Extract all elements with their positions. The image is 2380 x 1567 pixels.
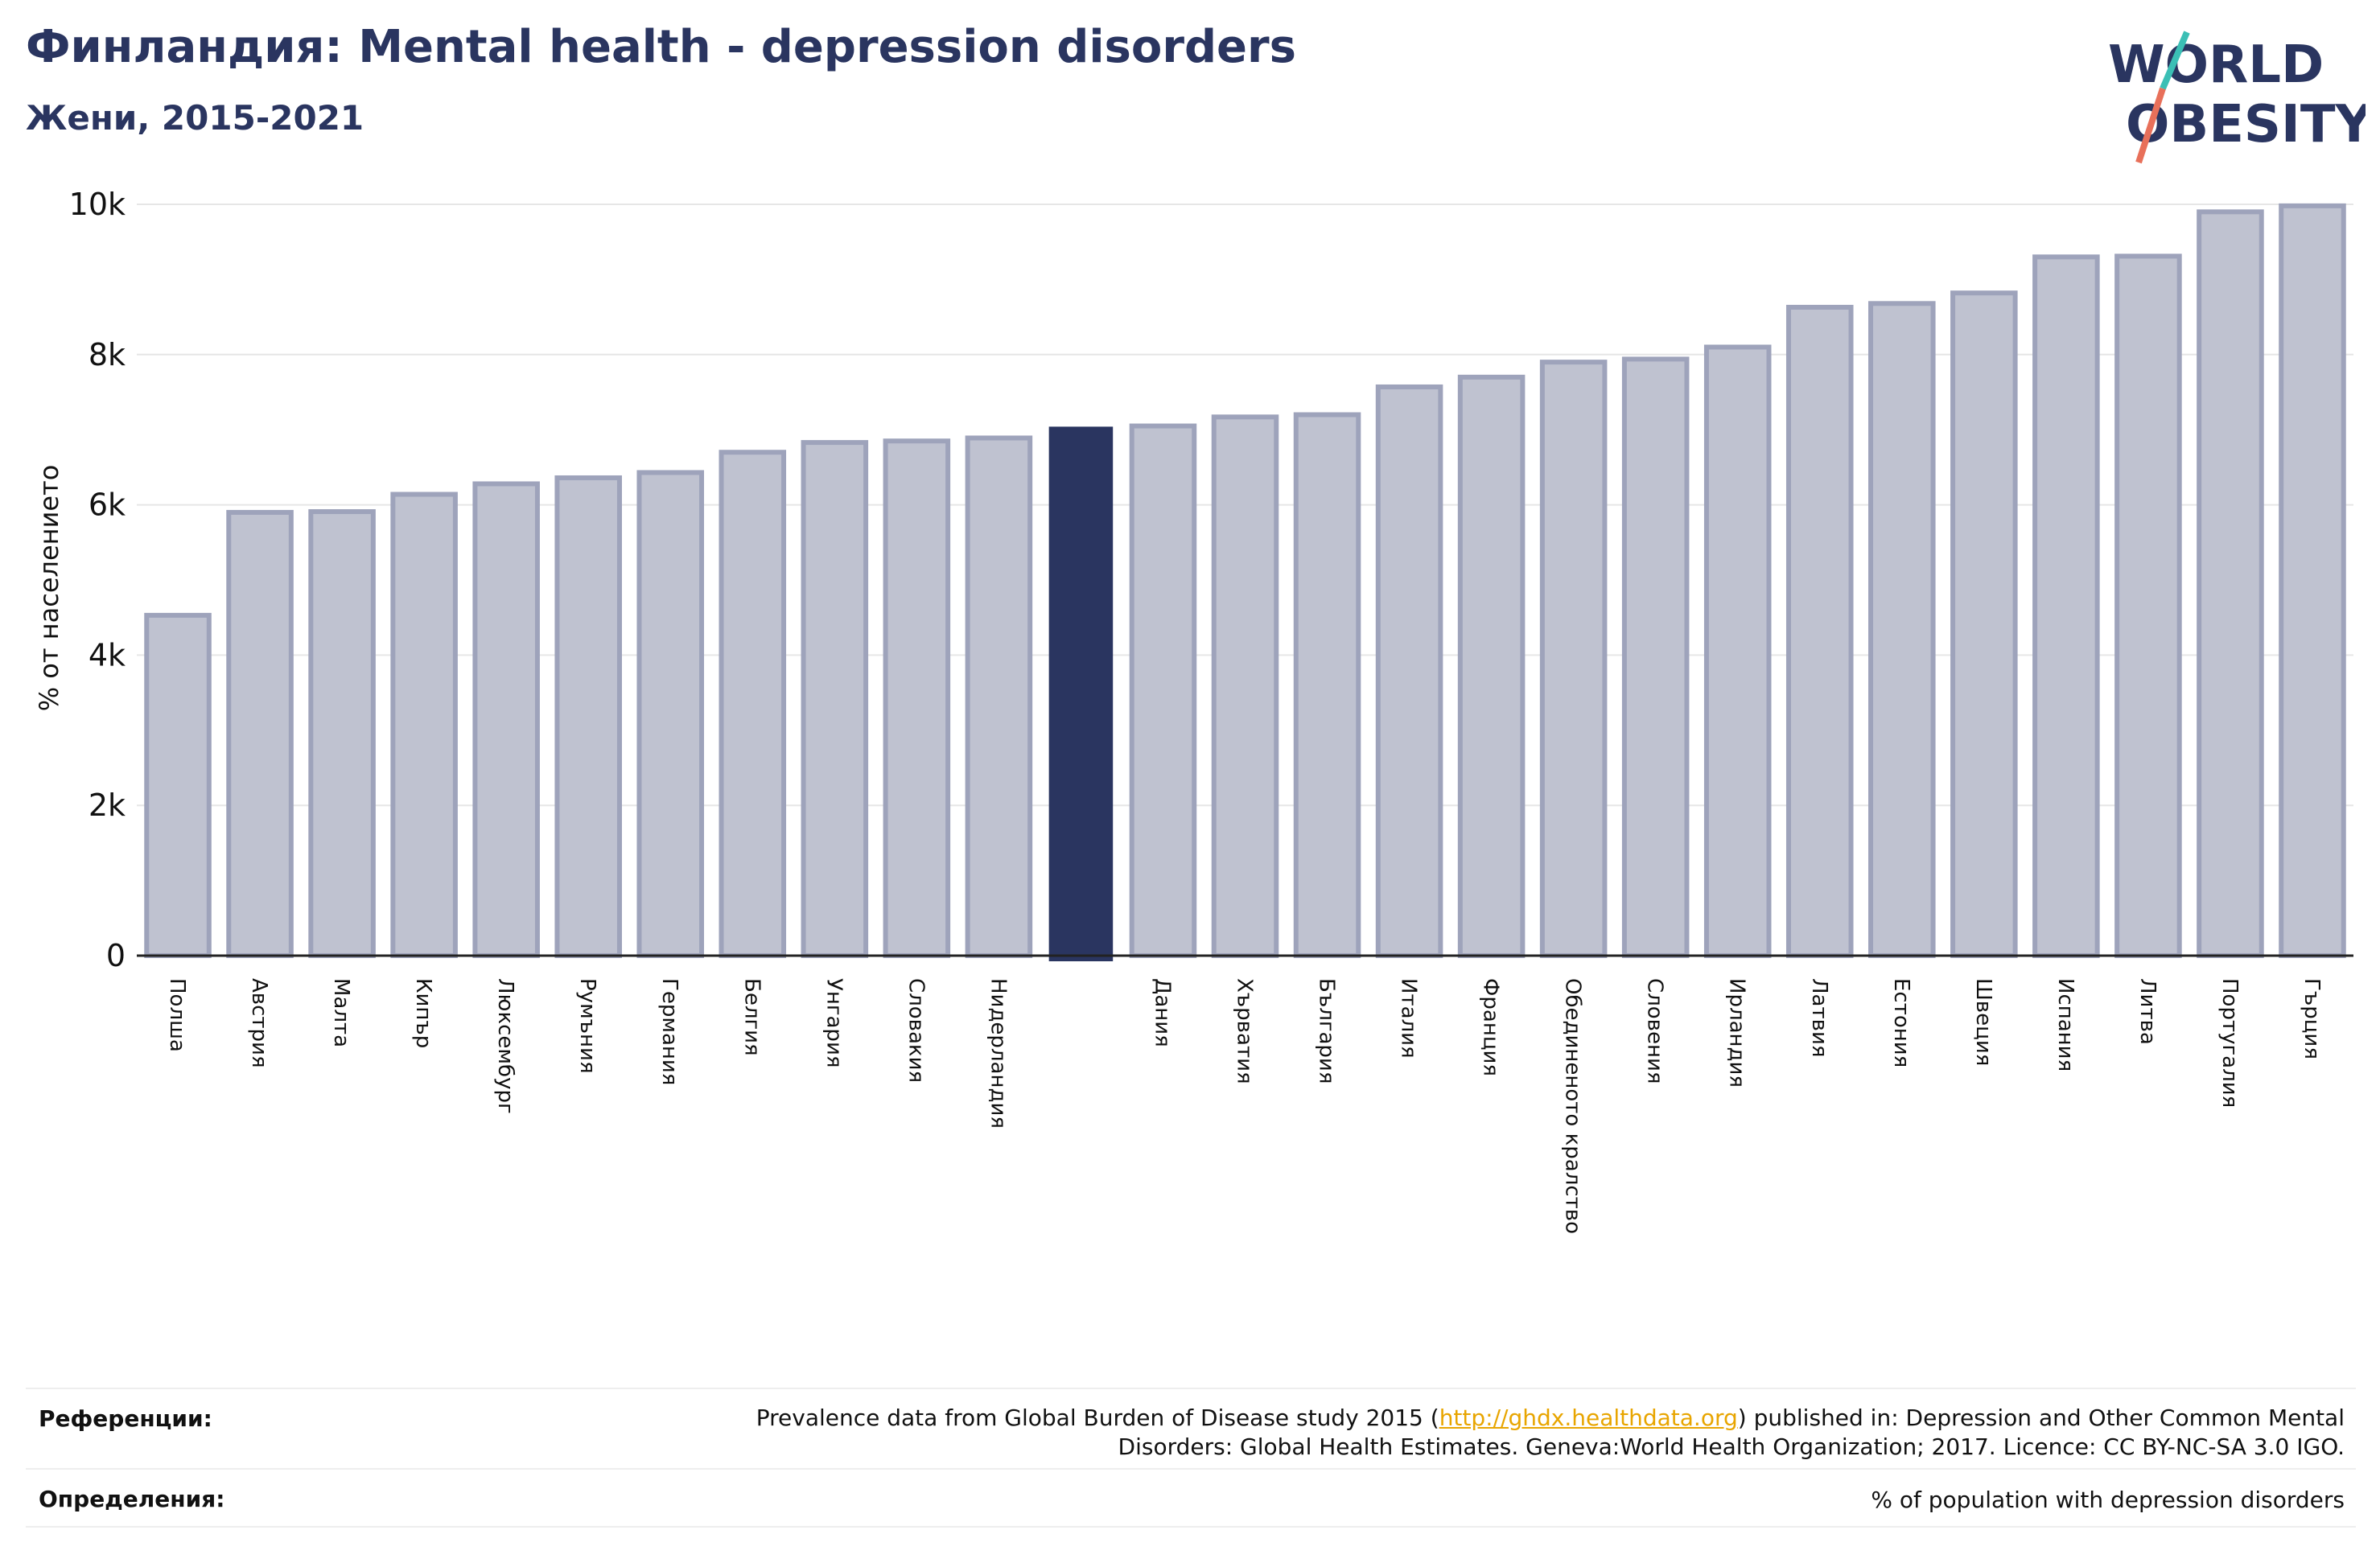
x-tick-label: Италия — [1397, 978, 1421, 1059]
references-text-before: Prevalence data from Global Burden of Di… — [756, 1405, 1439, 1431]
bar-chart: 0 2k 4k 6k 8k 10k Полша Австрия Малта Кипър Люксе… — [34, 187, 2353, 1234]
bar — [144, 612, 212, 958]
bar — [1457, 374, 1526, 958]
bar — [2114, 253, 2182, 959]
references-row: Референции: Prevalence data from Global … — [26, 1388, 2356, 1470]
bar — [1129, 423, 1197, 958]
x-tick-label: Малта — [329, 978, 353, 1047]
bar — [1785, 304, 1854, 958]
x-axis-labels: Полша Австрия Малта Кипър Люксембург Румъния Г… — [165, 978, 2324, 1234]
y-tick-label: 10k — [69, 187, 126, 222]
y-axis-label: % от населението — [34, 465, 64, 712]
bar — [2197, 209, 2264, 958]
x-tick-label: Белгия — [739, 978, 764, 1056]
bar — [1868, 301, 1936, 958]
y-tick-label: 4k — [89, 637, 126, 672]
y-axis-ticks: 0 2k 4k 6k 8k 10k — [69, 187, 126, 973]
bar — [1293, 412, 1361, 958]
bar — [1950, 290, 2018, 959]
definitions-label: Определения: — [39, 1486, 225, 1512]
x-tick-label: Словакия — [904, 978, 928, 1083]
y-tick-label: 2k — [89, 788, 126, 823]
x-tick-label: Швеция — [1971, 978, 1995, 1066]
x-tick-label: България — [1315, 978, 1339, 1084]
y-tick-label: 0 — [106, 938, 126, 973]
bar — [965, 435, 1033, 958]
x-tick-label: Словения — [1643, 978, 1667, 1084]
x-tick-label: Гърция — [2300, 978, 2324, 1059]
y-tick-label: 6k — [89, 487, 126, 523]
x-tick-label: Хърватия — [1233, 978, 1257, 1084]
bar — [883, 438, 951, 958]
x-tick-label: Испания — [2053, 978, 2077, 1071]
logo-slash-orange — [2135, 87, 2166, 164]
x-tick-label: Люксембург — [493, 978, 517, 1114]
definitions-row: Определения: % of population with depres… — [26, 1468, 2356, 1528]
x-tick-label: Германия — [657, 978, 681, 1085]
x-tick-label: Унгария — [821, 978, 846, 1067]
x-tick-label: Дания — [1150, 978, 1174, 1047]
x-tick-label: Кипър — [411, 978, 435, 1048]
x-tick-label: Литва — [2135, 978, 2160, 1045]
x-tick-label: Обединеното кралство — [1561, 978, 1585, 1234]
bar — [1539, 360, 1608, 958]
x-tick-label: Естония — [1889, 978, 1913, 1067]
x-tick-label: Португалия — [2217, 978, 2242, 1108]
x-tick-label: Нидерландия — [986, 978, 1010, 1129]
bar — [308, 509, 376, 958]
bar — [719, 450, 787, 958]
y-tick-label: 8k — [89, 337, 126, 372]
bar — [636, 470, 705, 958]
bar — [472, 481, 540, 958]
definitions-text: % of population with depression disorder… — [1871, 1487, 2345, 1513]
chart-subtitle: Жени, 2015-2021 — [26, 98, 364, 138]
bar — [1621, 356, 1690, 958]
references-text-line2: Disorders: Global Health Estimates. Gene… — [1118, 1433, 2345, 1460]
bar — [554, 475, 622, 958]
references-link[interactable]: http://ghdx.healthdata.org — [1439, 1405, 1738, 1431]
chart-title: Финландия: Mental health - depression di… — [26, 21, 1296, 73]
bar — [390, 491, 458, 958]
bar — [1375, 384, 1443, 959]
x-tick-label: Франция — [1479, 978, 1503, 1076]
x-tick-label: Ирландия — [1725, 978, 1749, 1088]
bars — [137, 203, 2353, 961]
bar — [801, 440, 869, 958]
x-tick-label: Румъния — [575, 978, 599, 1074]
bar — [226, 509, 294, 958]
references-label: Референции: — [39, 1405, 212, 1432]
bar — [1211, 414, 1279, 958]
logo-line1: WORLD — [2108, 35, 2324, 95]
bar-highlight — [1048, 426, 1114, 961]
references-text-after: ) published in: Depression and Other Com… — [1737, 1405, 2345, 1431]
logo-slash-teal — [2160, 31, 2190, 90]
x-tick-label: Латвия — [1807, 978, 1831, 1058]
bar — [2279, 203, 2346, 959]
logo-line2: OBESITY — [2126, 95, 2366, 154]
references-text: Prevalence data from Global Burden of Di… — [756, 1404, 2345, 1462]
bar — [2032, 254, 2100, 958]
bar — [1703, 344, 1772, 958]
x-tick-label: Полша — [165, 978, 189, 1052]
x-tick-label: Австрия — [247, 978, 271, 1068]
world-obesity-logo: WORLD OBESITY — [2108, 31, 2366, 164]
